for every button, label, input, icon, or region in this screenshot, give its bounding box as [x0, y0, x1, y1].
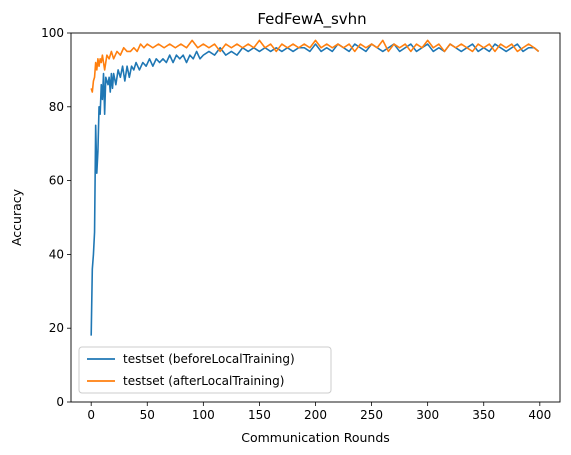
chart-title: FedFewA_svhn	[257, 10, 366, 29]
x-tick-label: 0	[87, 408, 95, 422]
y-axis-label: Accuracy	[9, 188, 24, 246]
x-tick-label: 400	[528, 408, 551, 422]
x-tick-label: 350	[472, 408, 495, 422]
y-tick-label: 60	[49, 174, 64, 188]
x-tick-label: 200	[304, 408, 327, 422]
y-tick-label: 0	[56, 395, 64, 409]
legend-label-0: testset (beforeLocalTraining)	[123, 352, 295, 366]
y-tick-label: 20	[49, 321, 64, 335]
y-tick-label: 100	[41, 26, 64, 40]
x-tick-label: 300	[416, 408, 439, 422]
y-tick-label: 40	[49, 247, 64, 261]
x-tick-label: 250	[360, 408, 383, 422]
x-tick-label: 150	[248, 408, 271, 422]
legend-label-1: testset (afterLocalTraining)	[123, 374, 284, 388]
x-tick-label: 100	[192, 408, 215, 422]
y-tick-label: 80	[49, 100, 64, 114]
x-axis-label: Communication Rounds	[241, 430, 390, 445]
legend: testset (beforeLocalTraining) testset (af…	[79, 347, 331, 393]
x-tick-label: 50	[140, 408, 155, 422]
